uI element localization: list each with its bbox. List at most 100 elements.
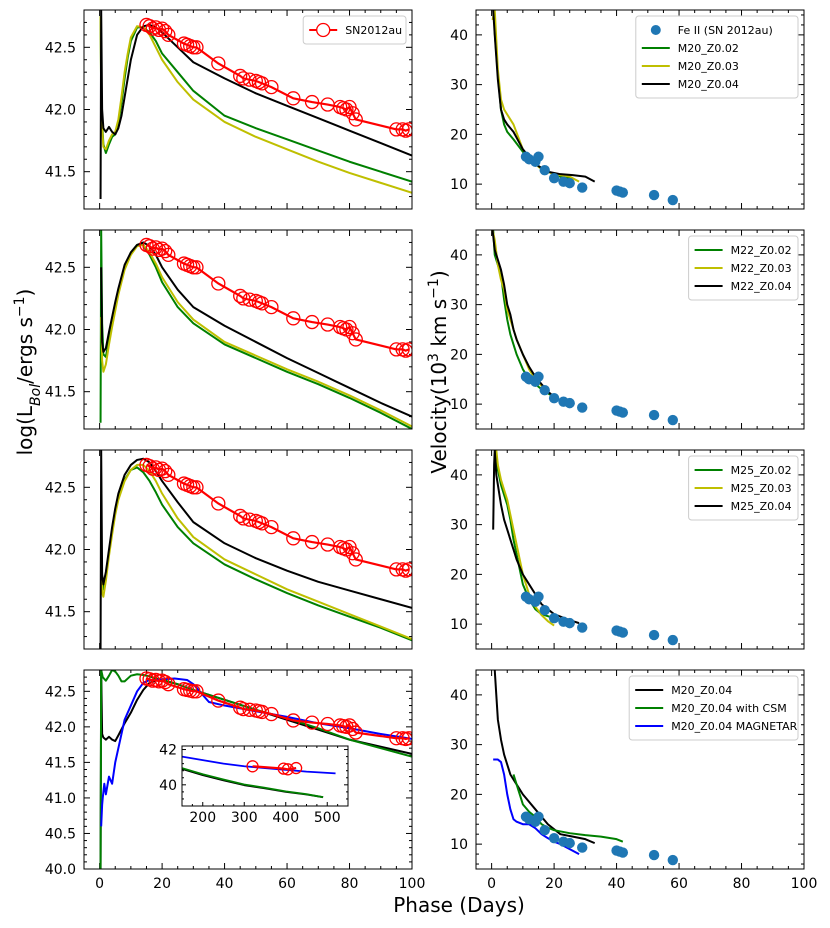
observed-point <box>211 276 226 291</box>
observed-point <box>211 693 226 708</box>
y-tick-label: 30 <box>450 518 468 534</box>
y-tick-label: 40 <box>450 468 468 484</box>
y-tick-label: 42.0 <box>45 323 76 339</box>
axes-frame <box>475 669 805 870</box>
observed-point <box>264 706 279 722</box>
fe-ii-point <box>548 832 560 844</box>
y-tick-label: 40 <box>450 28 468 44</box>
legend-marker <box>650 25 661 35</box>
observed-point <box>289 761 303 775</box>
legend-label: M22_Z0.02 <box>731 244 792 257</box>
observed-point <box>348 552 363 567</box>
legend-label: M20_Z0.04 <box>678 78 739 91</box>
y-axis-title-left: log(LBol/ergs s−1) <box>12 289 44 456</box>
fe-ii-point <box>533 811 544 822</box>
observed-point <box>161 27 176 43</box>
y-tick-label: 41.0 <box>45 791 76 807</box>
observed-point <box>189 40 204 55</box>
fe-ii-point <box>539 165 550 176</box>
observed-point <box>189 480 204 495</box>
observed-point <box>348 332 363 347</box>
y-tick-label: 40 <box>450 248 468 264</box>
axes-frame <box>475 229 805 430</box>
fe-ii-point <box>539 825 550 836</box>
observed-point <box>401 342 412 357</box>
fe-ii-point <box>539 605 550 616</box>
observed-point <box>186 480 201 495</box>
fe-ii-point <box>667 854 678 866</box>
fe-ii-point <box>617 187 629 198</box>
observed-point <box>264 299 279 315</box>
fe-ii-point <box>667 634 678 646</box>
series-line <box>493 450 555 627</box>
y-tick-label: 10 <box>450 177 468 193</box>
legend-marker <box>316 22 331 38</box>
legend: SN2012au <box>302 15 407 45</box>
observed-point <box>277 762 290 775</box>
axes-frame <box>83 449 413 650</box>
legend-item: Fe II (SN 2012au) <box>650 24 773 37</box>
y-tick-label: 20 <box>450 127 468 143</box>
legend: M20_Z0.04 M20_Z0.04 with CSM M20_Z0.04 MAG… <box>628 675 799 741</box>
x-tick-label: 20 <box>153 876 171 892</box>
y-tick-label: 10 <box>450 837 468 853</box>
observed-point <box>233 288 248 304</box>
observed-point <box>158 243 173 259</box>
y-axis-title-right: Velocity(103 km s−1) <box>426 270 451 473</box>
y-tick-label: 20 <box>450 347 468 363</box>
observed-point <box>158 23 173 39</box>
legend-label: M25_Z0.04 <box>731 500 792 513</box>
fe-ii-point <box>539 385 550 396</box>
fe-ii-point <box>564 397 575 409</box>
legend-item: M22_Z0.04 <box>694 280 792 293</box>
observed-point <box>233 68 248 84</box>
y-tick-label: 42.5 <box>45 684 76 700</box>
observed-point <box>233 508 248 524</box>
y-tick-label: 41.5 <box>45 755 76 771</box>
legend-box <box>635 15 799 99</box>
fe-ii-point <box>617 627 629 638</box>
panel-lum3: 41.5 42.0 42.5 <box>45 449 413 650</box>
observed-point <box>186 260 201 275</box>
plot-area <box>84 230 412 429</box>
panel-lum2: 41.5 42.0 42.5 <box>45 229 413 430</box>
observed-point <box>148 20 164 35</box>
fe-ii-point <box>533 591 544 602</box>
series-line <box>492 10 596 183</box>
legend-box <box>688 455 799 521</box>
data-area <box>493 670 678 866</box>
x-tick-label: 40 <box>216 876 234 892</box>
observed-line <box>252 765 297 771</box>
observed-point <box>158 674 173 690</box>
y-tick-label: 10 <box>450 397 468 413</box>
legend-item: SN2012au <box>309 22 402 38</box>
series-line <box>491 230 546 390</box>
legend-label: M20_Z0.04 MAGNETAR <box>671 720 797 733</box>
y-tick-label: 30 <box>450 78 468 94</box>
fe-ii-point <box>648 629 660 641</box>
y-tick-label: 30 <box>450 298 468 314</box>
legend-label: M25_Z0.03 <box>731 482 792 495</box>
legend-label: M20_Z0.03 <box>678 60 739 73</box>
x-tick-label: 40 <box>608 876 626 892</box>
legend-label: M20_Z0.04 with CSM <box>671 702 787 715</box>
observed-point <box>161 247 176 263</box>
observed-point <box>304 534 320 550</box>
legend-item: M20_Z0.02 <box>641 42 739 55</box>
x-axis-title: Phase (Days) <box>393 893 525 917</box>
x-tick-label: 200 <box>189 810 216 826</box>
observed-point <box>401 122 412 137</box>
fe-ii-point <box>577 842 588 853</box>
fe-ii-point <box>617 847 629 858</box>
panel-vel1: 10 20 30 40 Fe II (SN 2012au) M20_Z0.02 M20_Z0… <box>450 9 805 210</box>
y-tick-label: 40.5 <box>45 826 76 842</box>
y-tick-label: 20 <box>450 567 468 583</box>
fe-ii-point <box>548 392 560 404</box>
fe-ii-point <box>533 151 544 162</box>
data-area <box>99 10 412 200</box>
legend-label: M25_Z0.02 <box>731 464 792 477</box>
fe-ii-point <box>564 837 575 849</box>
observed-point <box>148 240 164 255</box>
data-area <box>99 450 412 649</box>
